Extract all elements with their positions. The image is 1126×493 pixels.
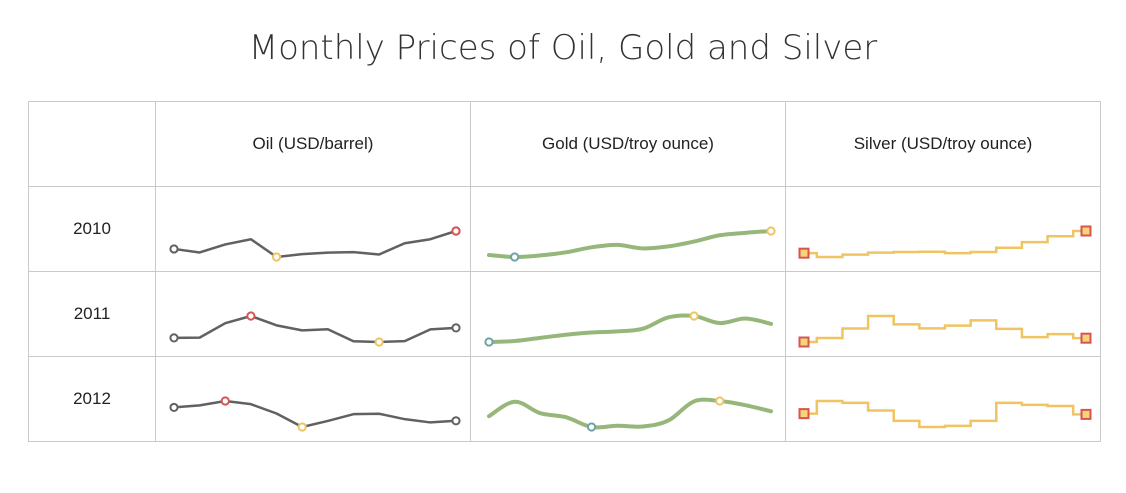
first-point-marker — [798, 408, 810, 420]
last-point-marker — [1080, 225, 1092, 237]
first-point-marker — [798, 247, 810, 259]
year-label: 2012 — [28, 356, 156, 442]
header-silver: Silver (USD/troy ounce) — [785, 101, 1101, 187]
silver-series-line — [804, 399, 1086, 429]
high-point-marker — [766, 226, 776, 236]
gold-sparkline-cell — [470, 186, 786, 272]
oil-series-line — [173, 314, 457, 344]
chart-title: Monthly Prices of Oil, Gold and Silver — [248, 28, 878, 68]
header-oil: Oil (USD/barrel) — [155, 101, 471, 187]
oil-sparkline — [169, 226, 461, 262]
table-row: 2012 — [28, 356, 1101, 442]
low-point-marker — [510, 252, 520, 262]
oil-sparkline — [169, 311, 461, 347]
gold-sparkline-cell — [470, 356, 786, 442]
gold-sparkline-cell — [470, 271, 786, 357]
silver-series-line — [804, 314, 1086, 344]
first-point-marker — [169, 244, 179, 254]
gold-series-line — [487, 229, 773, 260]
silver-sparkline — [798, 399, 1092, 429]
header-corner — [28, 101, 156, 187]
low-point-marker — [586, 422, 597, 432]
oil-series-line — [173, 399, 457, 429]
high-point-marker — [220, 396, 230, 406]
low-point-marker — [374, 337, 384, 347]
sparkline-table: Oil (USD/barrel) Gold (USD/troy ounce) S… — [28, 101, 1101, 442]
header-gold: Gold (USD/troy ounce) — [470, 101, 786, 187]
year-label: 2011 — [28, 271, 156, 357]
first-point-marker — [169, 402, 179, 413]
last-point-marker — [451, 416, 461, 426]
oil-sparkline-cell — [155, 186, 471, 272]
silver-sparkline-cell — [785, 186, 1101, 272]
high-point-marker — [246, 311, 256, 321]
last-point-marker — [1080, 408, 1092, 420]
silver-sparkline-cell — [785, 271, 1101, 357]
high-point-marker — [689, 311, 699, 321]
gold-series-line — [487, 313, 773, 344]
low-point-marker — [484, 337, 494, 347]
silver-sparkline — [798, 314, 1092, 348]
silver-sparkline-cell — [785, 356, 1101, 442]
low-point-marker — [297, 422, 307, 432]
high-point-marker — [451, 226, 461, 236]
year-label: 2010 — [28, 186, 156, 272]
gold-series-line — [487, 397, 773, 430]
gold-sparkline — [487, 396, 773, 432]
low-point-marker — [271, 252, 282, 262]
table-row: 2011 — [28, 271, 1101, 357]
silver-sparkline — [798, 225, 1092, 259]
gold-sparkline — [484, 311, 773, 347]
silver-series-line — [804, 229, 1086, 259]
last-point-marker — [1080, 332, 1092, 344]
header-row: Oil (USD/barrel) Gold (USD/troy ounce) S… — [28, 101, 1101, 187]
oil-series-line — [173, 229, 457, 259]
gold-sparkline — [487, 226, 776, 262]
first-point-marker — [798, 336, 810, 348]
oil-sparkline-cell — [155, 356, 471, 442]
table-row: 2010 — [28, 186, 1101, 272]
first-point-marker — [169, 333, 179, 343]
high-point-marker — [715, 396, 725, 406]
last-point-marker — [451, 323, 461, 333]
oil-sparkline — [169, 396, 461, 432]
oil-sparkline-cell — [155, 271, 471, 357]
